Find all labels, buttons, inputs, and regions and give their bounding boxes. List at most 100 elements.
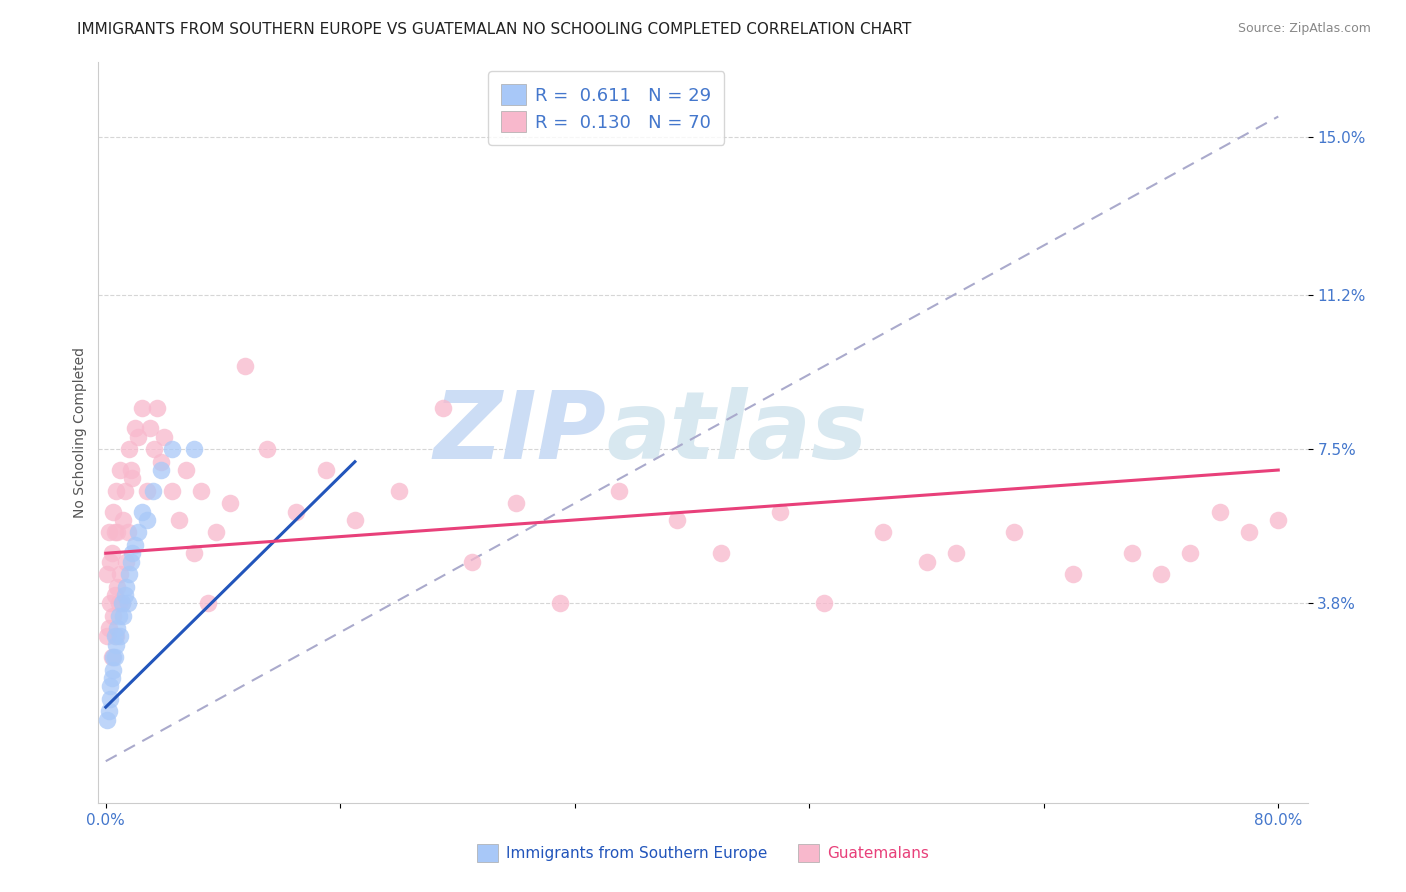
Point [98, 679, 121, 693]
Point [107, 580, 129, 594]
Point [1121, 546, 1143, 560]
Point [813, 596, 835, 610]
Point [103, 650, 125, 665]
Point [285, 505, 308, 519]
Point [548, 596, 571, 610]
Point [388, 483, 411, 498]
Point [142, 483, 165, 498]
Point [127, 430, 149, 444]
Point [98, 555, 121, 569]
Point [101, 663, 124, 677]
Point [117, 596, 139, 610]
Point [607, 483, 630, 498]
Point [114, 483, 136, 498]
Point [343, 513, 366, 527]
Point [505, 496, 527, 510]
Point [160, 483, 183, 498]
Point [97, 704, 120, 718]
Point [97, 621, 120, 635]
Point [115, 580, 138, 594]
Point [135, 483, 157, 498]
Point [98, 691, 121, 706]
Point [1062, 567, 1084, 582]
Point [103, 525, 125, 540]
Point [131, 505, 153, 519]
Point [143, 442, 166, 457]
Point [710, 546, 733, 560]
Point [1004, 525, 1026, 540]
Point [153, 430, 176, 444]
Point [110, 629, 132, 643]
Point [105, 483, 128, 498]
Point [190, 483, 212, 498]
Point [315, 463, 337, 477]
Legend: Immigrants from Southern Europe, Guatemalans: Immigrants from Southern Europe, Guatema… [470, 837, 936, 869]
Point [118, 567, 141, 582]
Point [183, 442, 205, 457]
Point [105, 629, 128, 643]
Point [1180, 546, 1202, 560]
Point [138, 421, 160, 435]
Point [100, 650, 122, 665]
Text: ZIP: ZIP [433, 386, 606, 479]
Point [160, 442, 183, 457]
Point [110, 567, 132, 582]
Point [127, 525, 149, 540]
Point [101, 608, 124, 623]
Point [146, 401, 169, 415]
Y-axis label: No Schooling Completed: No Schooling Completed [73, 347, 87, 518]
Point [945, 546, 967, 560]
Point [101, 650, 124, 665]
Point [111, 596, 134, 610]
Text: IMMIGRANTS FROM SOUTHERN EUROPE VS GUATEMALAN NO SCHOOLING COMPLETED CORRELATION: IMMIGRANTS FROM SOUTHERN EUROPE VS GUATE… [77, 22, 911, 37]
Point [233, 359, 256, 373]
Point [112, 608, 135, 623]
Point [204, 525, 226, 540]
Point [1267, 513, 1289, 527]
Point [120, 555, 142, 569]
Point [432, 401, 454, 415]
Point [112, 513, 135, 527]
Point [103, 588, 125, 602]
Point [118, 442, 141, 457]
Point [1208, 505, 1230, 519]
Point [183, 546, 205, 560]
Point [108, 608, 131, 623]
Text: atlas: atlas [606, 386, 868, 479]
Point [872, 525, 894, 540]
Point [124, 421, 146, 435]
Point [98, 596, 121, 610]
Point [111, 596, 134, 610]
Point [121, 546, 143, 560]
Point [100, 671, 122, 685]
Point [131, 401, 153, 415]
Point [96, 629, 118, 643]
Point [105, 638, 128, 652]
Point [108, 596, 131, 610]
Point [769, 505, 792, 519]
Point [256, 442, 278, 457]
Point [100, 546, 122, 560]
Point [107, 525, 129, 540]
Point [197, 596, 219, 610]
Point [103, 629, 125, 643]
Point [110, 463, 132, 477]
Point [124, 538, 146, 552]
Point [97, 525, 120, 540]
Point [117, 525, 139, 540]
Point [219, 496, 242, 510]
Point [121, 471, 143, 485]
Point [666, 513, 689, 527]
Point [115, 555, 138, 569]
Point [150, 463, 173, 477]
Point [96, 567, 118, 582]
Point [120, 463, 142, 477]
Point [1150, 567, 1173, 582]
Point [150, 455, 173, 469]
Point [114, 588, 136, 602]
Point [915, 555, 938, 569]
Point [135, 513, 157, 527]
Point [96, 713, 118, 727]
Point [101, 505, 124, 519]
Point [167, 513, 190, 527]
